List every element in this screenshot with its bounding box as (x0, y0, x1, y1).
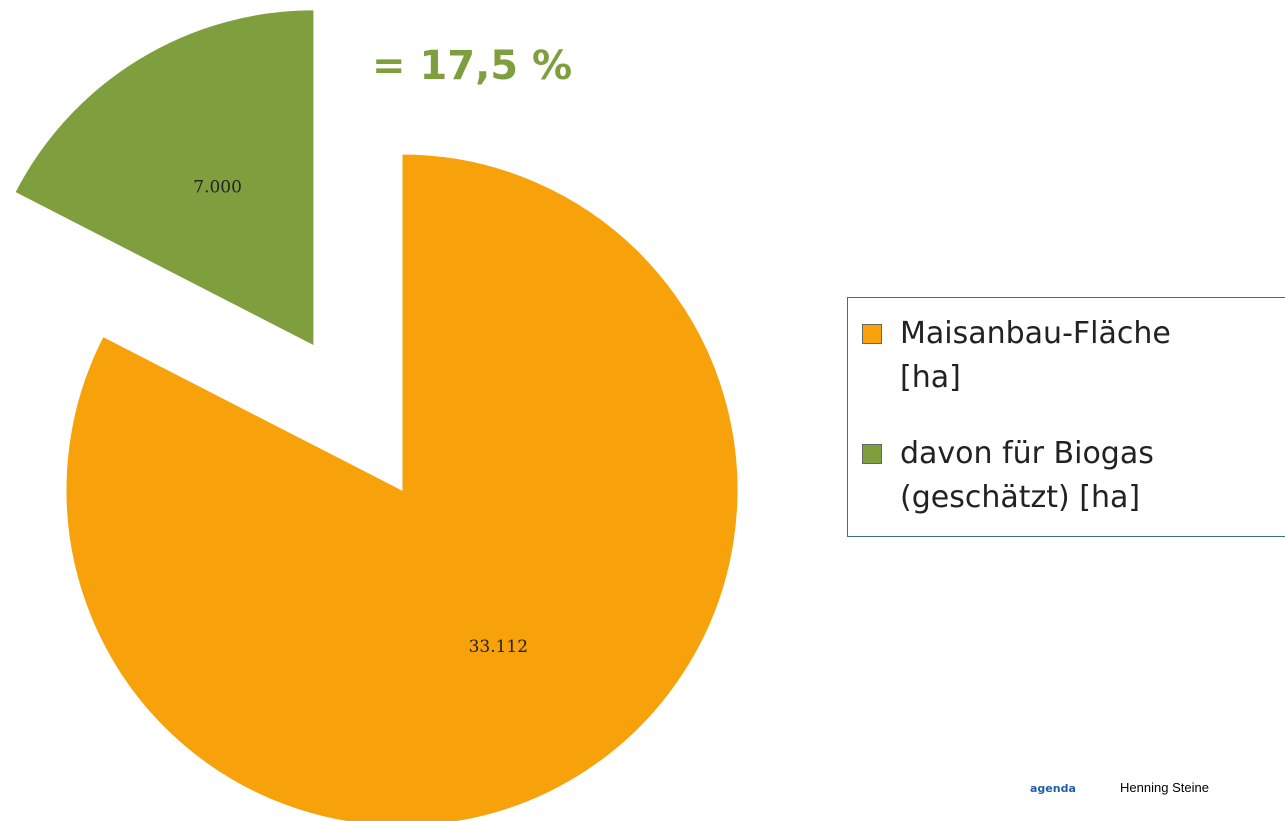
annotation: = 17,5 % (372, 43, 572, 89)
legend-label: Maisanbau-Fläche [ha] (900, 316, 1171, 395)
legend-swatch (862, 444, 882, 464)
data-label: 33.112 (469, 637, 528, 657)
legend: Maisanbau-Fläche [ha] davon für Biogas (g… (847, 297, 1285, 537)
footer: agenda Henning Steine (1030, 780, 1209, 796)
data-label: 7.000 (193, 178, 242, 198)
legend-swatch (862, 324, 882, 344)
legend-entry: Maisanbau-Fläche [ha] (862, 312, 1240, 400)
pie-slice (65, 153, 739, 821)
logo: agenda (1030, 782, 1076, 795)
legend-entry: davon für Biogas (geschätzt) [ha] (862, 432, 1240, 520)
author: Henning Steine (1120, 780, 1209, 795)
legend-label: davon für Biogas (geschätzt) [ha] (900, 436, 1154, 515)
pie-slice (14, 9, 315, 347)
